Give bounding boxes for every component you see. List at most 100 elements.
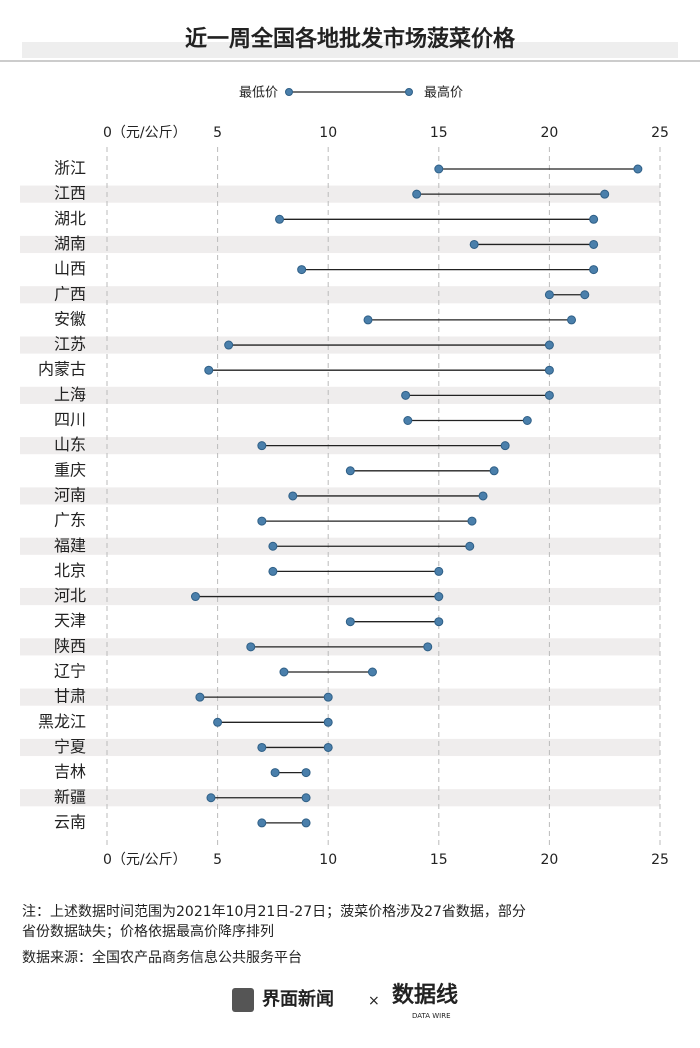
row-stripe — [20, 688, 660, 706]
partner-sub: DATA WIRE — [412, 1012, 451, 1020]
min-dot — [206, 793, 216, 803]
brand: 界面新闻 — [262, 988, 334, 1010]
y-tick-label: 浙江 — [54, 159, 86, 178]
min-dot — [412, 189, 422, 199]
row-stripe — [20, 286, 660, 304]
min-dot — [257, 742, 267, 752]
min-dot — [469, 239, 479, 249]
y-tick-label: 安徽 — [54, 309, 86, 328]
min-dot — [268, 541, 278, 551]
y-tick-label: 江西 — [54, 184, 86, 203]
max-dot — [301, 768, 311, 778]
min-dot — [279, 667, 289, 677]
x-tick-label: 0（元/公斤） — [103, 852, 187, 868]
max-dot — [544, 390, 554, 400]
y-tick-label: 上海 — [54, 385, 86, 404]
y-tick-label: 湖南 — [54, 234, 86, 253]
y-tick-label: 河北 — [54, 586, 86, 605]
min-dot — [204, 365, 214, 375]
min-dot — [257, 818, 267, 828]
max-dot — [323, 742, 333, 752]
min-dot — [224, 340, 234, 350]
chart-title: 近一周全国各地批发市场菠菜价格 — [185, 26, 516, 52]
source: 数据来源：全国农产品商务信息公共服务平台 — [22, 949, 302, 966]
x-tick-label: 5 — [213, 852, 222, 868]
y-tick-label: 四川 — [54, 410, 86, 429]
legend-label: 最低价 — [239, 86, 278, 101]
separator: × — [368, 993, 380, 1009]
x-tick-label: 20 — [540, 125, 558, 141]
min-dot — [363, 315, 373, 325]
y-tick-label: 辽宁 — [54, 662, 86, 681]
max-dot — [465, 541, 475, 551]
x-tick-label: 0（元/公斤） — [103, 125, 187, 141]
legend-label: 最高价 — [424, 85, 463, 101]
max-dot — [367, 667, 377, 677]
max-dot — [301, 818, 311, 828]
y-tick-label: 江苏 — [54, 335, 86, 354]
max-dot — [423, 642, 433, 652]
x-tick-label: 25 — [651, 125, 669, 141]
legend-marker — [405, 88, 413, 96]
y-tick-label: 天津 — [54, 611, 86, 630]
min-dot — [297, 265, 307, 275]
max-dot — [589, 214, 599, 224]
title-band — [22, 42, 678, 58]
min-dot — [270, 768, 280, 778]
x-tick-label: 15 — [430, 125, 448, 141]
y-tick-label: 云南 — [54, 812, 86, 831]
max-dot — [567, 315, 577, 325]
max-dot — [489, 466, 499, 476]
y-tick-label: 福建 — [54, 536, 86, 555]
min-dot — [345, 466, 355, 476]
y-tick-label: 山西 — [54, 259, 86, 278]
max-dot — [434, 592, 444, 602]
max-dot — [434, 617, 444, 627]
min-dot — [434, 164, 444, 174]
min-dot — [213, 717, 223, 727]
min-dot — [275, 214, 285, 224]
max-dot — [544, 365, 554, 375]
max-dot — [323, 692, 333, 702]
min-dot — [403, 416, 413, 425]
row-stripe — [20, 386, 660, 404]
y-tick-label: 内蒙古 — [38, 360, 86, 379]
min-dot — [246, 642, 256, 652]
max-dot — [500, 441, 510, 451]
y-tick-label: 北京 — [54, 561, 86, 580]
legend-marker — [285, 88, 293, 96]
min-dot — [288, 491, 298, 501]
max-dot — [544, 340, 554, 350]
max-dot — [522, 416, 532, 425]
max-dot — [478, 491, 488, 501]
partner: 数据线 — [392, 982, 458, 1008]
x-tick-label: 25 — [651, 852, 669, 868]
max-dot — [323, 717, 333, 727]
y-tick-label: 甘肃 — [54, 687, 86, 706]
min-dot — [268, 566, 278, 576]
max-dot — [580, 290, 590, 300]
y-tick-label: 陕西 — [54, 636, 86, 655]
max-dot — [589, 265, 599, 275]
row-stripe — [20, 185, 660, 203]
y-tick-label: 新疆 — [54, 787, 86, 806]
y-tick-label: 湖北 — [54, 209, 86, 228]
brand-icon — [232, 988, 254, 1012]
y-tick-label: 河南 — [54, 485, 86, 504]
max-dot — [301, 793, 311, 803]
x-tick-label: 20 — [540, 852, 558, 868]
min-dot — [401, 390, 411, 400]
x-tick-label: 10 — [319, 125, 337, 141]
max-dot — [467, 516, 477, 526]
note: 注：上述数据时间范围为2021年10月21日-27日；菠菜价格涉及27省数据，部… — [22, 903, 526, 940]
max-dot — [600, 189, 610, 199]
max-dot — [434, 566, 444, 576]
x-tick-label: 10 — [319, 852, 337, 868]
x-tick-label: 15 — [430, 852, 448, 868]
row-stripe — [20, 235, 660, 254]
min-dot — [257, 441, 267, 451]
y-tick-label: 广东 — [54, 511, 86, 530]
min-dot — [345, 617, 355, 627]
